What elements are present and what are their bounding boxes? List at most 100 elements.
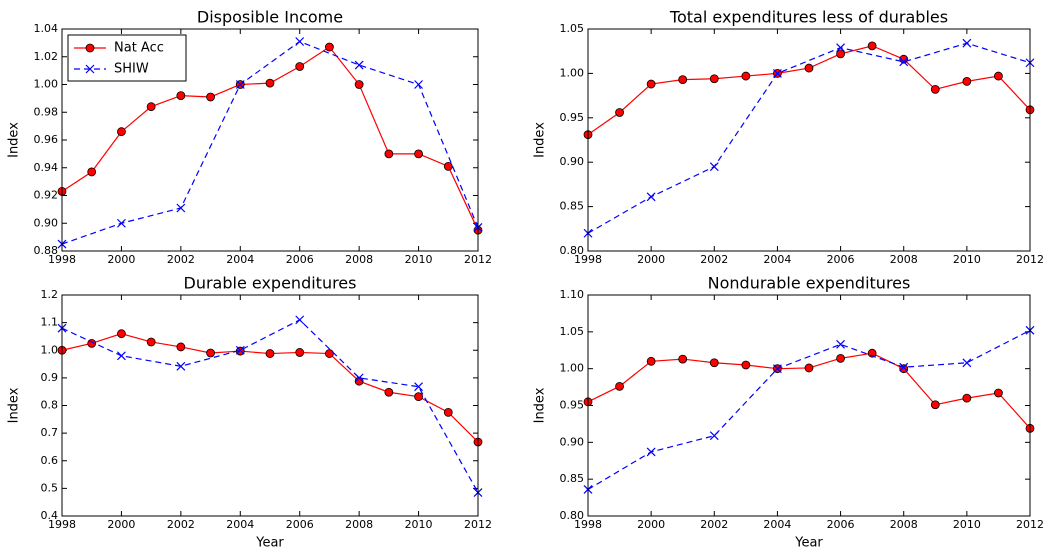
x-tick-label: 2012	[1016, 253, 1044, 266]
x-tick-label: 2008	[345, 253, 373, 266]
point	[117, 218, 126, 228]
plot-frame	[61, 28, 479, 252]
x-tick-label: 2012	[1016, 518, 1044, 531]
point	[773, 364, 782, 374]
chart-title: Nondurable expenditures	[708, 274, 911, 293]
point	[962, 38, 972, 48]
x-tick-label: 2000	[107, 518, 135, 531]
y-tick-label: 0.88	[34, 244, 59, 257]
point	[836, 49, 845, 59]
chart-title: Durable expenditures	[184, 274, 357, 293]
y-tick-label: 0.4	[41, 509, 59, 522]
point	[709, 74, 719, 84]
point	[443, 408, 453, 417]
point	[994, 71, 1003, 81]
y-tick-label: 0.90	[560, 155, 585, 168]
x-tick-label: 2008	[890, 253, 918, 266]
x-tick-label: 2010	[405, 253, 433, 266]
point	[325, 349, 334, 358]
point	[646, 192, 656, 202]
x-tick-label: 2004	[226, 518, 254, 531]
x-tick-label: 2012	[464, 518, 492, 531]
point	[265, 349, 275, 358]
y-tick-label: 1.00	[560, 66, 585, 79]
y-tick-label: 0.8	[41, 399, 59, 412]
x-tick-label: 2006	[286, 518, 314, 531]
point	[146, 102, 156, 112]
point	[206, 92, 215, 102]
plot-frame	[587, 28, 1031, 252]
y-axis-label: Index	[7, 387, 22, 423]
point	[414, 80, 423, 89]
x-tick-label: 2004	[226, 253, 254, 266]
y-tick-label: 1.00	[34, 78, 59, 91]
y-tick-label: 0.5	[41, 481, 59, 494]
x-tick-label: 2012	[464, 253, 492, 266]
point	[235, 345, 245, 355]
y-tick-label: 1.10	[560, 288, 585, 301]
plot-frame	[587, 294, 1031, 517]
point	[678, 354, 688, 364]
point	[994, 388, 1003, 398]
point	[176, 91, 186, 100]
x-tick-label: 1998	[48, 518, 76, 531]
x-tick-label: 2002	[167, 253, 195, 266]
x-tick-label: 2004	[763, 518, 791, 531]
point	[295, 62, 305, 71]
legend-marker	[85, 43, 95, 53]
point	[117, 127, 126, 137]
point	[235, 80, 245, 89]
point	[836, 339, 845, 349]
y-axis-label: Index	[533, 387, 548, 423]
series-line	[61, 40, 479, 245]
x-tick-label: 1998	[48, 253, 76, 266]
point	[295, 37, 305, 46]
legend-label: SHIW	[114, 62, 149, 77]
y-tick-label: 0.6	[41, 454, 59, 467]
x-tick-label: 2000	[637, 518, 665, 531]
y-tick-label: 0.85	[560, 200, 585, 213]
point	[741, 360, 751, 370]
y-tick-label: 0.98	[34, 105, 59, 118]
y-tick-label: 0.90	[560, 435, 585, 448]
y-tick-label: 1.02	[34, 50, 59, 63]
point	[867, 348, 877, 358]
x-tick-label: 2006	[286, 253, 314, 266]
point	[615, 108, 624, 117]
y-tick-label: 0.92	[34, 189, 59, 202]
point	[384, 387, 394, 397]
y-tick-label: 0.7	[41, 426, 59, 439]
y-tick-label: 1.05	[560, 325, 585, 338]
point	[836, 43, 845, 53]
point	[615, 381, 624, 391]
point	[354, 373, 364, 383]
y-tick-label: 0.95	[560, 111, 585, 124]
x-tick-label: 2010	[953, 518, 981, 531]
point	[741, 71, 751, 81]
point	[962, 358, 972, 368]
point	[899, 362, 909, 372]
point	[962, 393, 972, 403]
legend-marker	[85, 64, 95, 74]
y-tick-label: 0.96	[34, 133, 59, 146]
y-tick-label: 0.9	[41, 371, 59, 384]
x-tick-label: 2002	[700, 253, 728, 266]
point	[962, 76, 972, 86]
point	[646, 356, 656, 366]
point	[176, 203, 186, 213]
x-axis-label: Year	[255, 536, 284, 551]
point	[709, 431, 719, 441]
point	[295, 315, 305, 325]
y-tick-label: 1.0	[41, 343, 59, 356]
x-tick-label: 2008	[345, 518, 373, 531]
point	[117, 351, 126, 361]
chart-title: Total expenditures less of durables	[669, 8, 948, 27]
y-axis-label: Index	[7, 122, 22, 158]
x-tick-label: 2002	[700, 518, 728, 531]
point	[117, 329, 126, 339]
y-axis-label: Index	[533, 122, 548, 158]
point	[146, 337, 156, 347]
legend-label: Nat Acc	[114, 41, 164, 56]
